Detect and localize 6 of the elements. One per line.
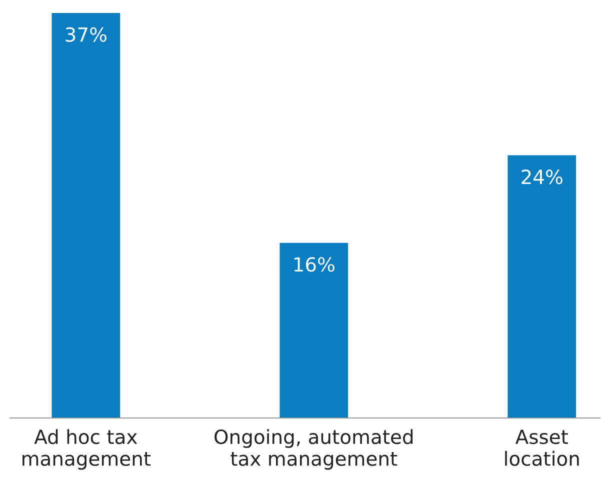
data-label: 37% [66, 27, 106, 42]
data-label: 24% [522, 170, 562, 184]
x-tick-label: Ad hoc tax management [22, 429, 151, 470]
x-tick-label: Asset location [505, 430, 579, 466]
x-tick-label: Ongoing, automated tax management [214, 429, 413, 470]
data-label: 16% [294, 257, 334, 272]
